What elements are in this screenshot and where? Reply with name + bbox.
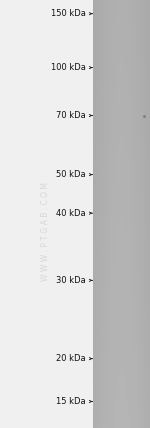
Text: 50 kDa: 50 kDa [56,170,85,179]
Text: 40 kDa: 40 kDa [56,208,85,218]
Text: 15 kDa: 15 kDa [56,397,85,406]
Text: 20 kDa: 20 kDa [56,354,85,363]
Text: 100 kDa: 100 kDa [51,63,86,72]
Text: W W W . P T G A B . C O M: W W W . P T G A B . C O M [40,181,50,281]
Text: 150 kDa: 150 kDa [51,9,86,18]
Text: 30 kDa: 30 kDa [56,276,85,285]
Text: 70 kDa: 70 kDa [56,111,85,120]
